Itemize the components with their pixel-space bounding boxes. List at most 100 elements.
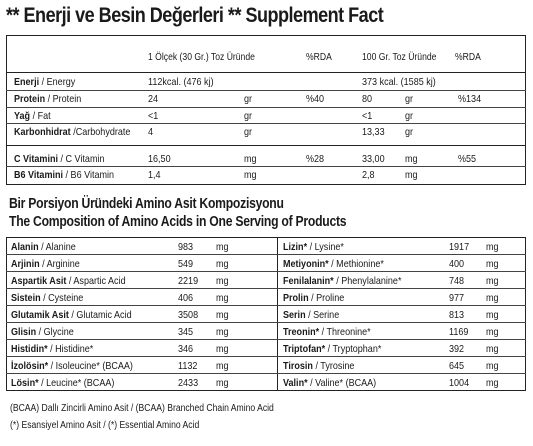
name-tr: Histidin* <box>11 343 48 355</box>
row-divider <box>6 107 526 108</box>
amino-value: 1917 <box>449 241 470 253</box>
amino-unit: mg <box>216 343 229 355</box>
unit-per-100g: gr <box>405 93 414 105</box>
name-tr: Metiyonin* <box>283 258 329 270</box>
name-en: / Proline <box>308 292 345 304</box>
nutrient-name: Yağ / Fat <box>14 110 51 123</box>
name-tr: Triptofan* <box>283 343 326 355</box>
amino-unit: mg <box>216 292 229 304</box>
amino-unit: mg <box>486 241 499 253</box>
amino-value: 983 <box>178 241 194 253</box>
amino-value: 346 <box>178 343 194 355</box>
name-tr: İzolösin* <box>11 360 49 372</box>
unit-per-100g: mg <box>405 153 418 165</box>
header-rda-1: %RDA <box>306 52 332 63</box>
name-tr: Valin* <box>283 377 308 389</box>
value-per-100g: 2,8 <box>362 169 375 181</box>
nutrition-table <box>6 35 526 185</box>
row-divider <box>6 271 526 272</box>
amino-unit: mg <box>486 292 499 304</box>
value-per-100g: 373 kcal. (1585 kj) <box>362 76 436 88</box>
name-en: /Carbohydrate <box>70 126 131 138</box>
amino-unit: mg <box>486 343 499 355</box>
name-en: / Arginine <box>39 258 80 270</box>
name-tr: Serin <box>283 309 306 321</box>
value-per-serving: 24 <box>148 93 159 105</box>
amino-unit: mg <box>486 326 499 338</box>
name-en: / Protein <box>45 93 82 105</box>
unit-per-serving: mg <box>244 169 257 181</box>
amino-value: 977 <box>449 292 465 304</box>
nutrient-name: Serin / Serine <box>283 309 339 322</box>
unit-per-100g: gr <box>405 110 414 122</box>
value-per-serving: 16,50 <box>148 153 171 165</box>
amino-unit: mg <box>216 309 229 321</box>
nutrient-name: Aspartik Asit / Aspartic Acid <box>11 275 126 288</box>
amino-unit: mg <box>486 275 499 287</box>
unit-per-100g: gr <box>405 126 414 138</box>
name-en: / Methionine* <box>328 258 384 270</box>
amino-value: 645 <box>449 360 465 372</box>
nutrient-name: Arjinin / Arginine <box>11 258 80 271</box>
nutrient-name: Fenilalanin* / Phenylalanine* <box>283 275 401 288</box>
name-en: / Histidine* <box>47 343 94 355</box>
unit-per-serving: gr <box>244 110 253 122</box>
name-tr: Karbonhidrat <box>14 126 71 138</box>
name-tr: C Vitamini <box>14 153 58 165</box>
value-per-100g: 33,00 <box>362 153 385 165</box>
page-title: ** Enerji ve Besin Değerleri ** Suppleme… <box>6 4 384 27</box>
row-divider <box>6 90 526 91</box>
name-en: / Threonine* <box>319 326 371 338</box>
amino-title-en: The Composition of Amino Acids in One Se… <box>9 214 347 230</box>
nutrient-name: Enerji / Energy <box>14 76 75 89</box>
name-en: / Glycine <box>36 326 74 338</box>
amino-unit: mg <box>216 258 229 270</box>
unit-per-serving: mg <box>244 153 257 165</box>
rda-per-100g: %134 <box>458 93 482 105</box>
row-divider <box>6 356 526 357</box>
name-en: / B6 Vitamin <box>63 169 115 181</box>
name-tr: Lizin* <box>283 241 308 253</box>
row-divider <box>6 123 526 124</box>
name-tr: Arjinin <box>11 258 40 270</box>
nutrient-name: Glutamik Asit / Glutamic Acid <box>11 309 132 322</box>
name-en: / Fat <box>30 110 51 122</box>
row-divider <box>6 288 526 289</box>
value-per-100g: 80 <box>362 93 373 105</box>
nutrient-name: Sistein / Cysteine <box>11 292 83 305</box>
unit-per-serving: gr <box>244 93 253 105</box>
row-divider <box>6 145 526 146</box>
name-en: / Phenylalanine* <box>333 275 402 287</box>
name-en: / Serine <box>305 309 340 321</box>
unit-per-serving: gr <box>244 126 253 138</box>
amino-title-tr: Bir Porsiyon Üründeki Amino Asit Kompozi… <box>9 196 284 212</box>
amino-unit: mg <box>216 275 229 287</box>
footnote-bcaa: (BCAA) Dallı Zincirli Amino Asit / (BCAA… <box>10 403 274 414</box>
amino-unit: mg <box>216 241 229 253</box>
amino-unit: mg <box>486 258 499 270</box>
name-tr: Protein <box>14 93 46 105</box>
name-tr: Glutamik Asit <box>11 309 69 321</box>
amino-unit: mg <box>216 377 229 389</box>
name-tr: Tirosin <box>283 360 313 372</box>
name-en: / Isoleucine* (BCAA) <box>48 360 133 372</box>
row-divider <box>6 305 526 306</box>
name-en: / Cysteine <box>40 292 84 304</box>
row-divider <box>6 373 526 374</box>
name-en: / Tryptophan* <box>325 343 382 355</box>
amino-unit: mg <box>216 360 229 372</box>
name-en: / C Vitamin <box>57 153 105 165</box>
nutrient-name: Prolin / Proline <box>283 292 344 305</box>
row-divider <box>6 166 526 167</box>
nutrient-name: Karbonhidrat /Carbohydrate <box>14 126 130 139</box>
rda-per-serving: %28 <box>306 153 325 165</box>
nutrient-name: Alanin / Alanine <box>11 241 76 254</box>
amino-value: 1169 <box>449 326 469 338</box>
value-per-100g: 13,33 <box>362 126 385 138</box>
value-per-serving: <1 <box>148 110 159 122</box>
header-rda-2: %RDA <box>455 52 481 63</box>
name-tr: Sistein <box>11 292 41 304</box>
amino-value: 1132 <box>178 360 198 372</box>
nutrient-name: Lizin* / Lysine* <box>283 241 344 254</box>
name-en: / Tyrosine <box>312 360 355 372</box>
